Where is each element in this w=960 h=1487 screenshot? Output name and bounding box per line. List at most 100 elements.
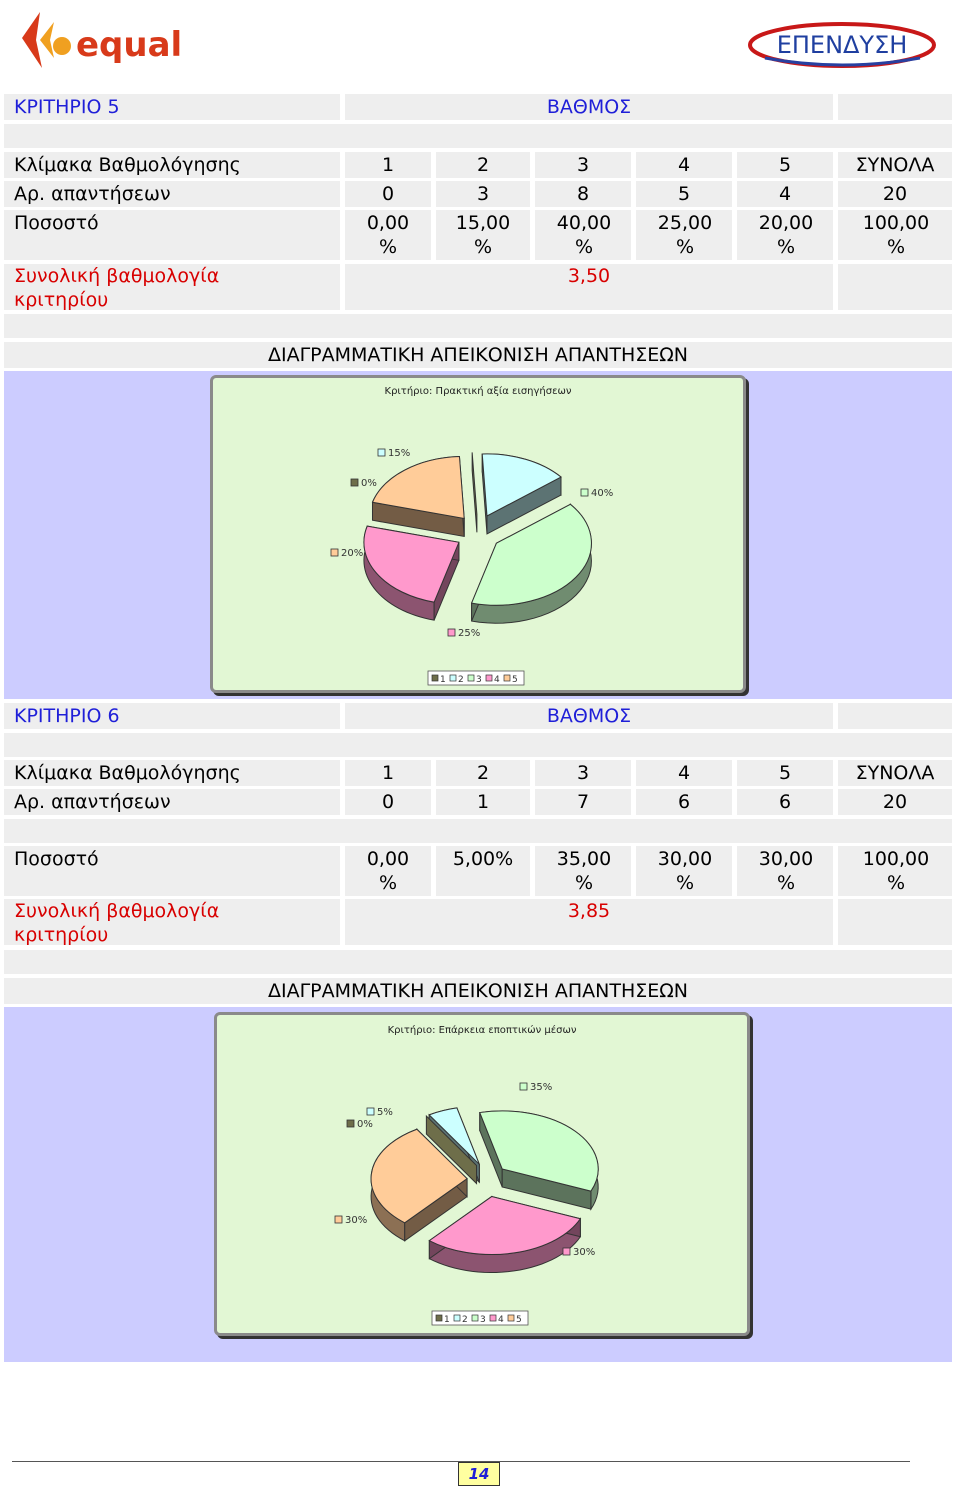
pie-chart: 0% 15% 40% 25% 20% 1 2 3 4 5 [330, 448, 613, 686]
pie-data-label: 30% [562, 1247, 595, 1258]
svg-text:3: 3 [480, 1315, 486, 1325]
scale-value: 3 [576, 762, 590, 784]
pie-slice [470, 503, 592, 624]
svg-text:15%: 15% [388, 448, 410, 459]
scale-value: 1 [381, 762, 395, 784]
svg-text:3: 3 [476, 675, 482, 685]
pie-data-label: 40% [580, 488, 613, 499]
chart-title: Κριτήριο: Πρακτική αξία εισηγήσεων [384, 386, 572, 397]
svg-text:5: 5 [516, 1315, 522, 1325]
legend-item: 2 [449, 674, 464, 685]
overall-score-value: 3,85 [567, 900, 611, 922]
legend-item: 5 [503, 674, 518, 685]
percent-value: 30,00 % [758, 848, 814, 894]
legend-item: 3 [471, 1314, 486, 1325]
scale-value: 2 [476, 154, 490, 176]
score-header: ΒΑΘΜΟΣ [546, 705, 632, 727]
pie-slice [425, 1114, 478, 1185]
chart-panel: Κριτήριο: Πρακτική αξία εισηγήσεων 0% 15%… [210, 375, 746, 693]
svg-text:1: 1 [440, 675, 446, 685]
svg-text:30%: 30% [345, 1215, 367, 1226]
percent-value: 25,00 % [657, 212, 713, 258]
svg-text:4: 4 [498, 1315, 504, 1325]
answers-value: 6 [778, 791, 792, 813]
svg-text:2: 2 [458, 675, 464, 685]
svg-text:5%: 5% [377, 1107, 393, 1118]
legend-item: 4 [485, 674, 500, 685]
equal-logo-text: equal [76, 25, 180, 65]
percent-value: 0,00 % [366, 848, 410, 894]
answers-value: 0 [381, 791, 395, 813]
percent-value: 0,00 % [366, 212, 410, 258]
pie-data-label: 0% [346, 1119, 373, 1130]
pie-slice [370, 1128, 468, 1242]
chart-panel: Κριτήριο: Επάρκεια εποπτικών μέσων 0% 5% 3… [214, 1012, 750, 1336]
svg-text:40%: 40% [591, 488, 613, 499]
svg-text:0%: 0% [357, 1119, 373, 1130]
scale-value: 5 [778, 762, 792, 784]
pie-data-label: 20% [330, 548, 363, 559]
pie-data-label: 15% [377, 448, 410, 459]
answers-total: 20 [882, 183, 908, 205]
answers-value: 0 [381, 183, 395, 205]
percent-value: 40,00 % [556, 212, 612, 258]
scale-value: 2 [476, 762, 490, 784]
pie-slice [481, 453, 562, 535]
page-number: 14 [458, 1462, 500, 1486]
legend-item: 3 [467, 674, 482, 685]
svg-text:30%: 30% [573, 1247, 595, 1258]
svg-text:2: 2 [462, 1315, 468, 1325]
scale-value: 5 [778, 154, 792, 176]
svg-text:0%: 0% [361, 478, 377, 489]
overall-score-value: 3,50 [567, 265, 611, 287]
pie-data-label: 25% [447, 628, 480, 639]
percent-value: 20,00 % [758, 212, 814, 258]
chart-area: Κριτήριο: Επάρκεια εποπτικών μέσων 0% 5% 3… [4, 1007, 952, 1362]
pie-slice [471, 452, 478, 533]
answers-value: 5 [677, 183, 691, 205]
scale-label: Κλίμακα Βαθμολόγησης [14, 762, 241, 784]
percent-value: 5,00% [452, 848, 514, 870]
scale-label: Κλίμακα Βαθμολόγησης [14, 154, 241, 176]
percent-value: 35,00 % [556, 848, 612, 894]
overall-score-label: Συνολική βαθμολογία κριτηρίου [14, 900, 220, 946]
criterion-title: ΚΡΙΤΗΡΙΟ 5 [14, 96, 120, 118]
pie-slice [479, 1110, 599, 1211]
pie-slice [363, 525, 460, 621]
equal-logo: equal [10, 8, 182, 72]
percent-label: Ποσοστό [14, 848, 99, 870]
score-header: ΒΑΘΜΟΣ [546, 96, 632, 118]
answers-label: Αρ. απαντήσεων [14, 183, 171, 205]
criterion-title: ΚΡΙΤΗΡΙΟ 6 [14, 705, 120, 727]
answers-total: 20 [882, 791, 908, 813]
overall-score-label: Συνολική βαθμολογία κριτηρίου [14, 265, 220, 311]
legend-item: 1 [435, 1314, 450, 1325]
legend-item: 5 [507, 1314, 522, 1325]
scale-value: 4 [677, 762, 691, 784]
percent-label: Ποσοστό [14, 212, 99, 234]
percent-total: 100,00 % [862, 212, 930, 258]
diagram-title: ΔΙΑΓΡΑΜΜΑΤΙΚΗ ΑΠΕΙΚΟΝΙΣΗ ΑΠΑΝΤΗΣΕΩΝ [267, 980, 688, 1002]
totals-label: ΣΥΝΟΛΑ [855, 762, 935, 784]
legend-item: 4 [489, 1314, 504, 1325]
svg-text:4: 4 [494, 675, 500, 685]
chart-legend: 1 2 3 4 5 [427, 670, 525, 686]
totals-label: ΣΥΝΟΛΑ [855, 154, 935, 176]
answers-value: 7 [576, 791, 590, 813]
percent-value: 30,00 % [657, 848, 713, 894]
chart-area: Κριτήριο: Πρακτική αξία εισηγήσεων 0% 15%… [4, 371, 952, 699]
pie-data-label: 30% [334, 1215, 367, 1226]
pie-slice [371, 455, 465, 538]
footer-rule [12, 1461, 910, 1462]
legend-item: 2 [453, 1314, 468, 1325]
legend-item: 1 [431, 674, 446, 685]
percent-value: 15,00 % [455, 212, 511, 258]
answers-value: 8 [576, 183, 590, 205]
pie-data-label: 0% [350, 478, 377, 489]
pie-slice [428, 1195, 582, 1274]
percent-total: 100,00 % [862, 848, 930, 894]
ependysi-logo: ΕΠΕΝΔΥΣΗ [745, 20, 940, 70]
answers-value: 4 [778, 183, 792, 205]
svg-text:1: 1 [444, 1315, 450, 1325]
answers-value: 6 [677, 791, 691, 813]
